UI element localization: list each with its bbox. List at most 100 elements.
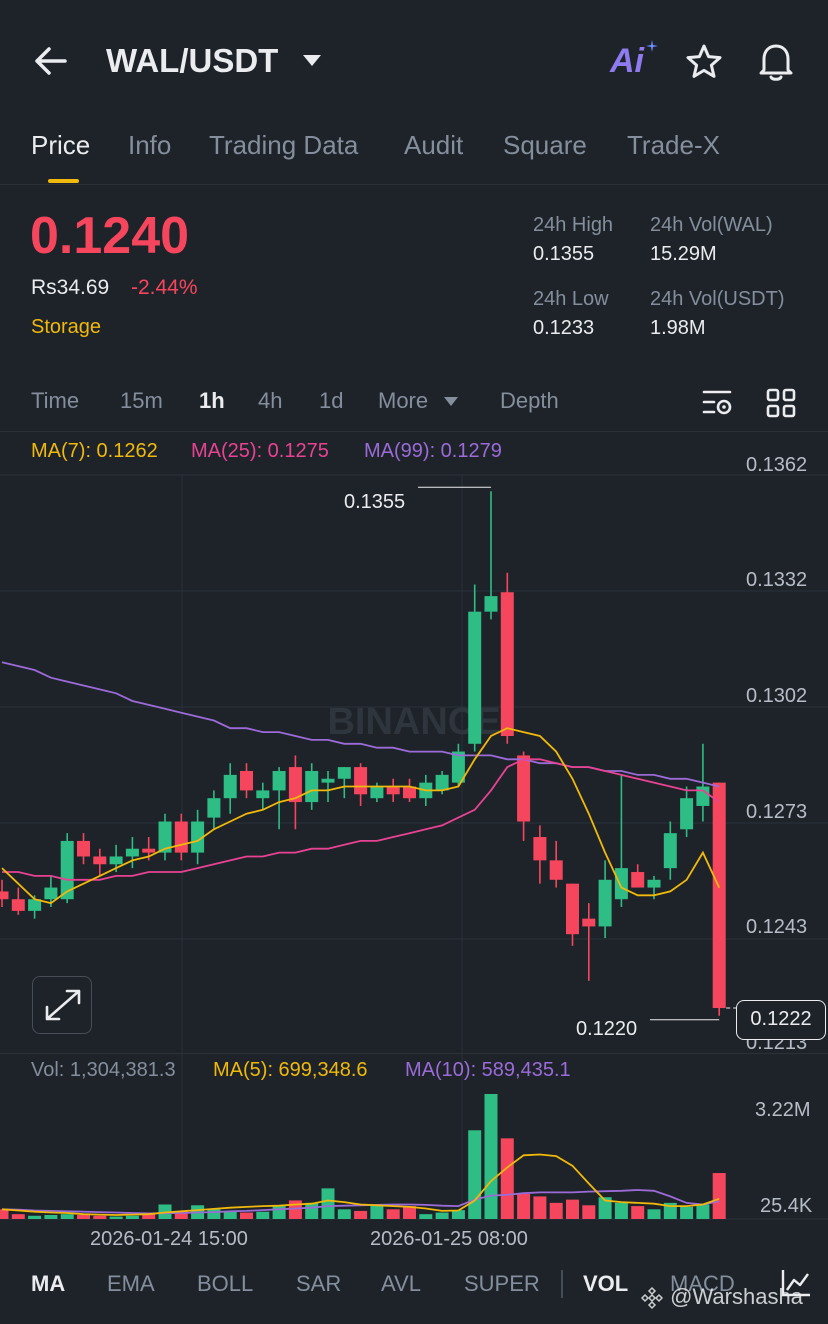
ind-ema[interactable]: EMA [107,1271,155,1296]
volume-bar [93,1215,107,1219]
layout-grid-icon[interactable] [766,388,796,418]
candle-body [354,767,368,795]
candlestick-chart[interactable]: BINANCE [0,0,828,1260]
ai-label: Ai [610,42,644,80]
candle-body [582,918,596,927]
back-arrow-icon[interactable] [30,44,70,78]
pair-title[interactable]: WAL/USDT [106,42,279,79]
volume-bar [566,1199,579,1219]
bell-icon[interactable] [756,40,796,82]
tab-square[interactable]: Square [503,130,587,160]
ma-lines [1,661,721,905]
volume-bar [354,1210,368,1219]
ai-button[interactable]: Ai [610,40,658,82]
ind-sar[interactable]: SAR [296,1271,342,1296]
volume-bar [517,1194,531,1219]
star-icon[interactable] [684,42,724,82]
tf-1h[interactable]: 1h [199,388,225,413]
chart-grid [0,474,828,1220]
candle-body [77,840,90,857]
candle-body [256,790,270,799]
candle-body [125,848,139,857]
price-markers [418,486,736,1021]
tf-15m[interactable]: 15m [120,388,163,413]
volume-bar [305,1202,319,1219]
volume-bar [256,1211,270,1219]
vol-ma5-line [1,1153,720,1216]
ind-ma[interactable]: MA [31,1271,66,1296]
candle-body [288,767,302,803]
candle-body [109,856,123,865]
candle-body [517,755,531,822]
tf-1d[interactable]: 1d [319,388,344,413]
time-tick: 2026-01-24 15:00 [90,1228,248,1250]
vol-legend: Vol: 1,304,381.3 [31,1059,176,1081]
price-tick: 0.1273 [746,801,808,823]
candle-body [11,899,25,911]
expand-icon [45,989,81,1021]
price-tick: 0.1332 [746,569,808,591]
volume-bar [288,1200,302,1219]
indicator-chart-icon[interactable] [780,1268,812,1298]
ind-macd[interactable]: MACD [670,1271,735,1296]
tab-trade-x[interactable]: Trade-X [627,130,720,160]
volume-bar [500,1138,514,1219]
tab-trading-data[interactable]: Trading Data [209,130,359,160]
volume-divider [0,1053,828,1054]
price-change: -2.44% [131,276,198,299]
tf-time[interactable]: Time [31,388,80,413]
current-price-label: 0.1222 [750,1008,812,1030]
candle-body [0,891,9,900]
time-tick: 2026-01-25 08:00 [370,1228,528,1250]
vol-base-value: 15.29M [650,243,717,265]
low-label: 24h Low [533,288,609,310]
price-tick: 0.1302 [746,685,808,707]
ind-boll[interactable]: BOLL [197,1271,254,1296]
tf-more[interactable]: More [378,388,429,413]
candle-body [272,770,286,791]
volume-bar [696,1204,710,1219]
category-tag[interactable]: Storage [31,316,102,338]
more-caret-icon [444,397,458,406]
candle-body [60,840,74,900]
volume-bar [125,1215,139,1219]
tab-price[interactable]: Price [31,130,91,160]
volume-bar [207,1209,221,1219]
tf-depth[interactable]: Depth [500,388,559,413]
candle-body [158,821,172,853]
candle-body [484,596,498,612]
tab-audit[interactable]: Audit [404,130,464,160]
candle-body [435,774,449,791]
candle-body [500,592,514,737]
expand-chart-button[interactable] [32,976,92,1034]
volume-bar [468,1130,482,1219]
ind-super[interactable]: SUPER [464,1271,540,1296]
tf-4h[interactable]: 4h [258,388,283,413]
candle-body [614,868,628,900]
caret-down-icon[interactable] [302,54,322,68]
active-tab-indicator [48,179,79,183]
volume-bar [419,1214,433,1219]
vol-ma5-legend: MA(5): 699,348.6 [213,1059,368,1081]
volume-bar [109,1216,123,1219]
high-marker-label: 0.1355 [344,491,406,513]
chart-settings-icon[interactable] [702,388,734,418]
tab-info[interactable]: Info [128,130,172,160]
candle-body [647,879,661,888]
tab-divider [0,184,828,185]
binance-logo-icon [640,1287,664,1310]
volume-bar [11,1214,25,1219]
ind-avl[interactable]: AVL [381,1271,421,1296]
high-label: 24h High [533,214,614,236]
volume-bar [598,1197,612,1219]
volume-bar [614,1202,628,1219]
vol-base-label: 24h Vol(WAL) [650,214,773,236]
low-value: 0.1233 [533,317,595,339]
volume-bar [712,1173,726,1219]
candle-body [207,798,221,818]
candle-body [191,821,205,853]
volume-bar [142,1212,156,1219]
high-value: 0.1355 [533,243,595,265]
ind-vol[interactable]: VOL [583,1271,629,1296]
volume-bar [451,1210,465,1219]
